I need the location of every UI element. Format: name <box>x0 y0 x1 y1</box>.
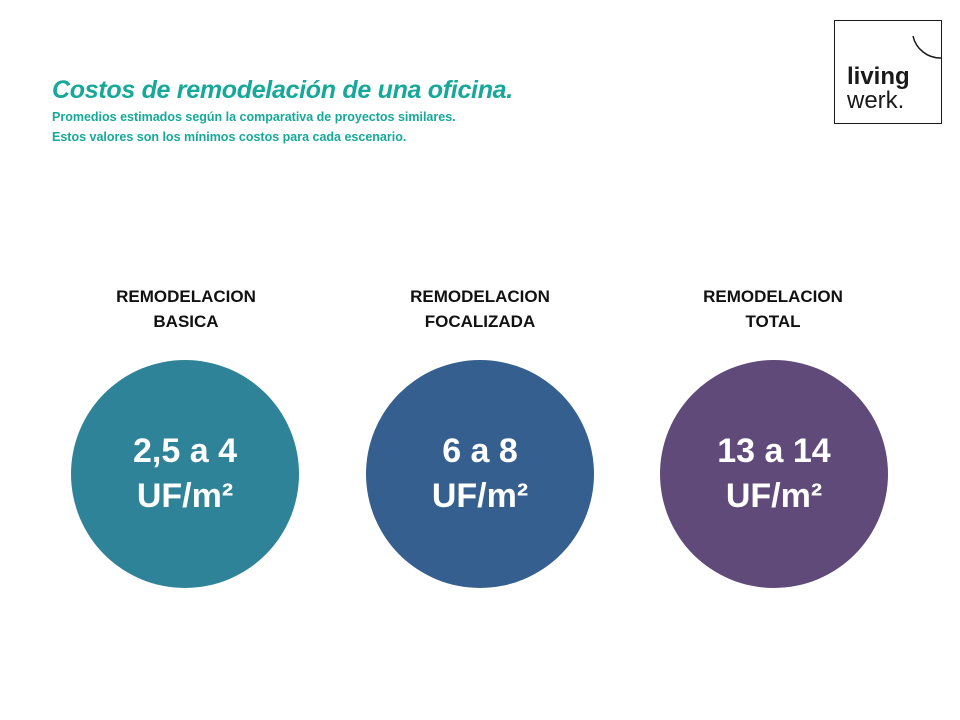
cost-circle-focalizada: 6 a 8 UF/m² <box>366 360 594 588</box>
cost-circle-basica: 2,5 a 4 UF/m² <box>71 360 299 588</box>
scenario-label-line1: REMODELACION <box>410 287 550 306</box>
cost-range: 2,5 a 4 <box>133 432 237 470</box>
logo-wordmark: living werk. <box>847 65 910 113</box>
living-werk-logo: living werk. <box>834 20 942 124</box>
scenario-label-line2: BASICA <box>153 312 219 331</box>
logo-corner-arc-icon <box>911 35 941 59</box>
scenario-label-line2: TOTAL <box>745 312 801 331</box>
cost-range: 13 a 14 <box>717 432 831 470</box>
cost-unit: UF/m² <box>136 477 234 515</box>
subtitle-line-2: Estos valores son los mínimos costos par… <box>52 130 407 144</box>
logo-word-living: living <box>847 63 910 90</box>
scenario-label-line1: REMODELACION <box>116 287 256 306</box>
scenario-label-line2: FOCALIZADA <box>424 312 536 331</box>
scenario-label-line1: REMODELACION <box>703 287 843 306</box>
scenario-label-focalizada: REMODELACION FOCALIZADA <box>360 284 600 334</box>
cost-unit: UF/m² <box>431 477 529 515</box>
cost-unit: UF/m² <box>725 477 823 515</box>
logo-word-werk: werk. <box>847 87 905 114</box>
subtitle-line-1: Promedios estimados según la comparativa… <box>52 110 456 124</box>
cost-range: 6 a 8 <box>442 432 518 470</box>
scenario-label-basica: REMODELACION BASICA <box>66 284 306 334</box>
page-title: Costos de remodelación de una oficina. <box>52 76 513 104</box>
cost-circle-total: 13 a 14 UF/m² <box>660 360 888 588</box>
scenario-label-total: REMODELACION TOTAL <box>653 284 893 334</box>
